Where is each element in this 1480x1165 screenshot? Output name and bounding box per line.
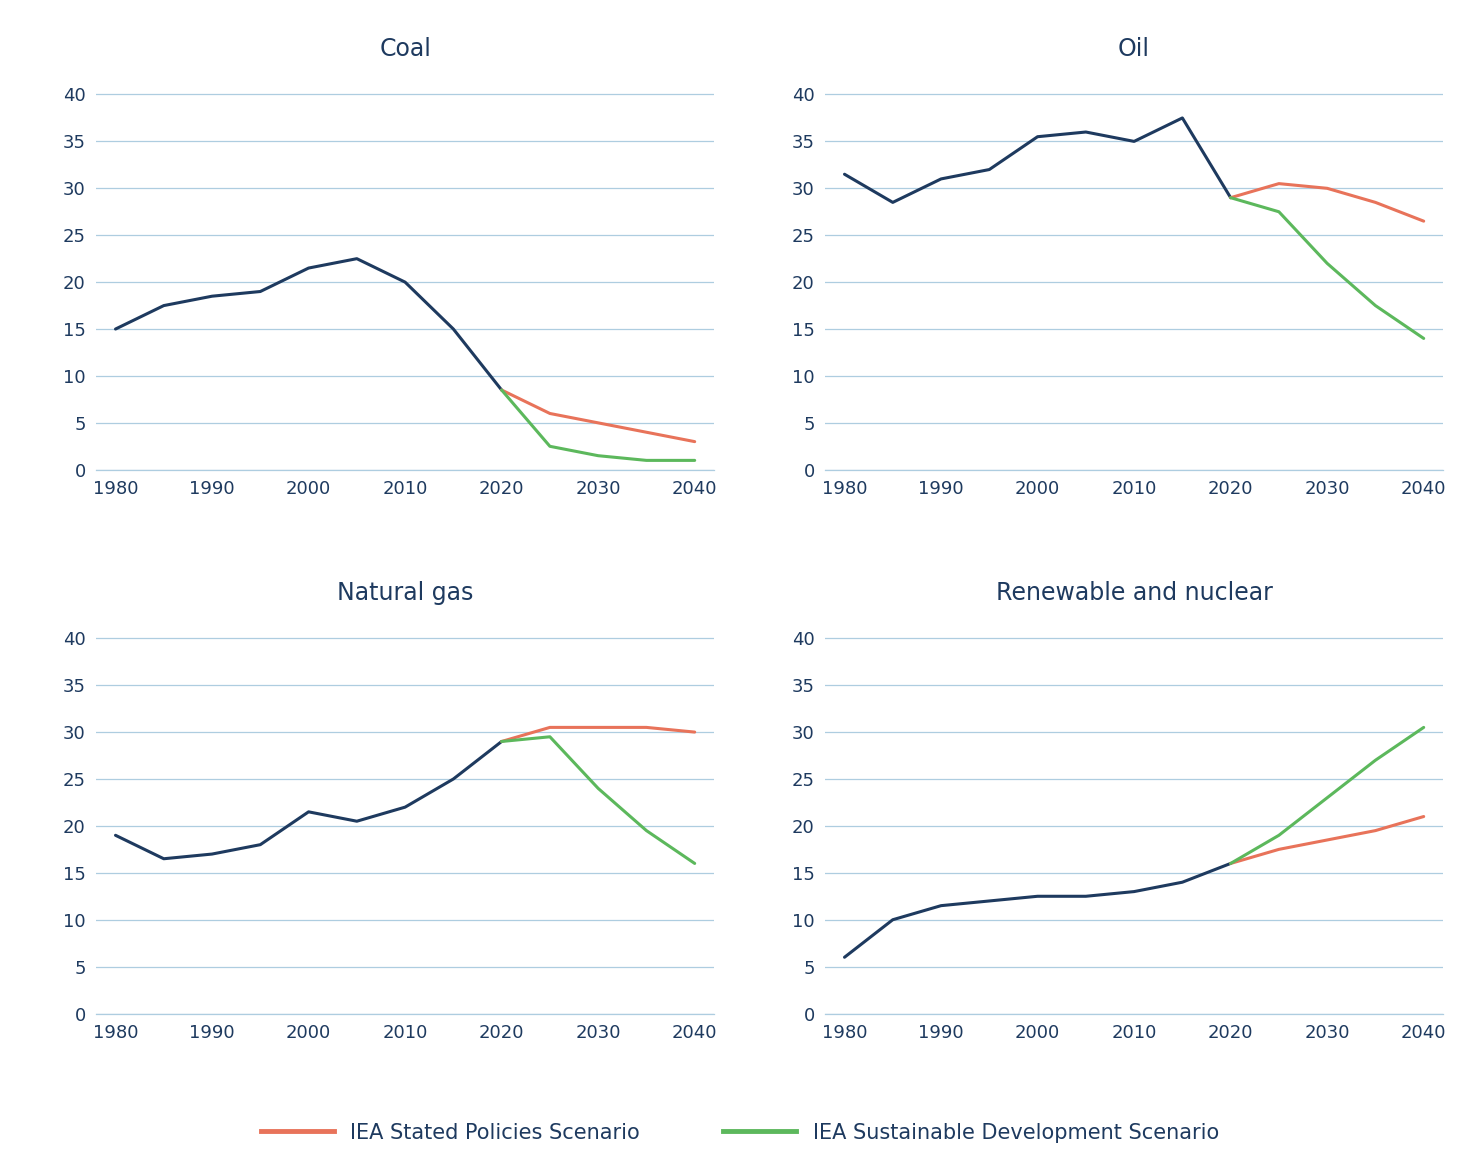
Title: Coal: Coal xyxy=(379,37,431,62)
Title: Oil: Oil xyxy=(1117,37,1150,62)
Legend: IEA Stated Policies Scenario, IEA Sustainable Development Scenario: IEA Stated Policies Scenario, IEA Sustai… xyxy=(260,1123,1220,1143)
Title: Natural gas: Natural gas xyxy=(337,581,474,605)
Title: Renewable and nuclear: Renewable and nuclear xyxy=(996,581,1273,605)
